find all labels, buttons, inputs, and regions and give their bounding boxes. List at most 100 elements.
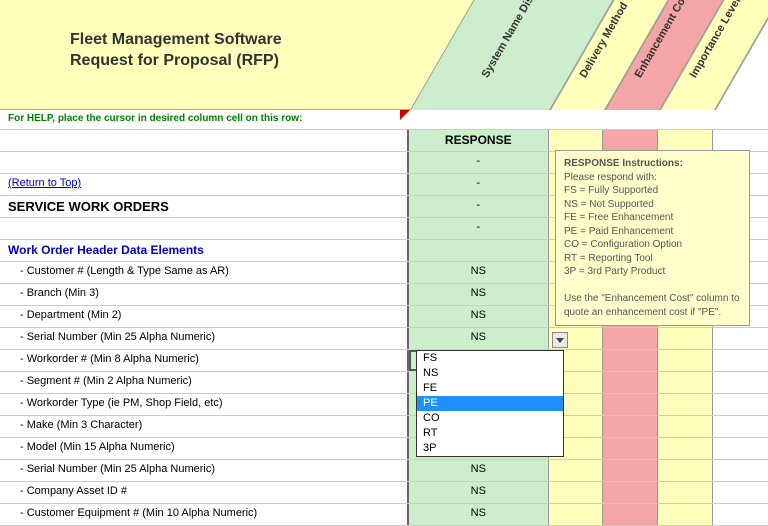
extra-cell[interactable] bbox=[713, 372, 768, 393]
cost-cell[interactable] bbox=[603, 350, 658, 371]
dropdown-button[interactable] bbox=[552, 332, 568, 348]
response-cell[interactable]: NS bbox=[409, 482, 549, 503]
header-cell-desc bbox=[0, 130, 409, 151]
importance-cell[interactable] bbox=[658, 328, 713, 349]
row-label: - Customer Equipment # (Min 10 Alpha Num… bbox=[0, 504, 409, 525]
row-label: - Department (Min 2) bbox=[0, 306, 409, 327]
help-row: For HELP, place the cursor in desired co… bbox=[0, 110, 768, 130]
table-row: - Company Asset ID #NS bbox=[0, 482, 768, 504]
row-label: - Company Asset ID # bbox=[0, 482, 409, 503]
table-row: - Workorder Type (ie PM, Shop Field, etc… bbox=[0, 394, 768, 416]
row-label: - Workorder Type (ie PM, Shop Field, etc… bbox=[0, 394, 409, 415]
extra-cell[interactable] bbox=[713, 482, 768, 503]
response-cell[interactable]: NS bbox=[409, 460, 549, 481]
table-row: - Workorder # (Min 8 Alpha Numeric)NS bbox=[0, 350, 768, 372]
tooltip-line: RT = Reporting Tool bbox=[564, 252, 741, 266]
importance-cell[interactable] bbox=[658, 350, 713, 371]
row-label: - Branch (Min 3) bbox=[0, 284, 409, 305]
cost-cell[interactable] bbox=[603, 482, 658, 503]
table-row: - Model (Min 15 Alpha Numeric)NS bbox=[0, 438, 768, 460]
return-to-top-link[interactable]: (Return to Top) bbox=[8, 177, 81, 189]
row-label: - Serial Number (Min 25 Alpha Numeric) bbox=[0, 328, 409, 349]
page-title: Fleet Management Software Request for Pr… bbox=[70, 30, 282, 72]
table-row: - Make (Min 3 Character) bbox=[0, 416, 768, 438]
importance-cell[interactable] bbox=[658, 372, 713, 393]
cost-cell[interactable] bbox=[603, 460, 658, 481]
dropdown-option[interactable]: CO bbox=[417, 411, 563, 426]
extra-cell[interactable] bbox=[713, 416, 768, 437]
tooltip-line: FS = Fully Supported bbox=[564, 184, 741, 198]
delivery-cell[interactable] bbox=[549, 504, 604, 525]
row-label: - Make (Min 3 Character) bbox=[0, 416, 409, 437]
delivery-cell[interactable] bbox=[549, 482, 604, 503]
title-line1: Fleet Management Software bbox=[70, 30, 282, 51]
header-cell-cost bbox=[603, 130, 658, 151]
header-cell-importance bbox=[658, 130, 713, 151]
row-label: - Workorder # (Min 8 Alpha Numeric) bbox=[0, 350, 409, 371]
tooltip-line bbox=[564, 279, 741, 293]
header-region: Fleet Management Software Request for Pr… bbox=[0, 0, 768, 110]
help-text: For HELP, place the cursor in desired co… bbox=[8, 113, 302, 124]
extra-cell[interactable] bbox=[713, 350, 768, 371]
tooltip-title: RESPONSE Instructions: bbox=[564, 157, 741, 171]
tooltip-line: Please respond with: bbox=[564, 171, 741, 185]
response-cell[interactable]: - bbox=[409, 152, 549, 173]
delivery-cell[interactable] bbox=[549, 460, 604, 481]
tooltip-line: CO = Configuration Option bbox=[564, 238, 741, 252]
response-cell[interactable]: NS bbox=[409, 306, 549, 327]
header-cell-extra bbox=[713, 130, 768, 151]
row-label: - Serial Number (Min 25 Alpha Numeric) bbox=[0, 460, 409, 481]
table-row: - Customer Equipment # (Min 10 Alpha Num… bbox=[0, 504, 768, 526]
extra-cell[interactable] bbox=[713, 394, 768, 415]
importance-cell[interactable] bbox=[658, 482, 713, 503]
row-label: - Segment # (Min 2 Alpha Numeric) bbox=[0, 372, 409, 393]
cost-cell[interactable] bbox=[603, 438, 658, 459]
extra-cell[interactable] bbox=[713, 328, 768, 349]
response-cell[interactable]: - bbox=[409, 174, 549, 195]
table-row: - Segment # (Min 2 Alpha Numeric) bbox=[0, 372, 768, 394]
response-cell[interactable]: NS bbox=[409, 504, 549, 525]
header-cell-response: RESPONSE bbox=[409, 130, 549, 151]
subsection-title: Work Order Header Data Elements bbox=[8, 243, 204, 257]
dropdown-option[interactable]: FE bbox=[417, 381, 563, 396]
extra-cell[interactable] bbox=[713, 504, 768, 525]
cost-cell[interactable] bbox=[603, 328, 658, 349]
section-title: SERVICE WORK ORDERS bbox=[8, 199, 169, 214]
cost-cell[interactable] bbox=[603, 372, 658, 393]
tooltip-line: 3P = 3rd Party Product bbox=[564, 265, 741, 279]
extra-cell[interactable] bbox=[713, 460, 768, 481]
cost-cell[interactable] bbox=[603, 394, 658, 415]
importance-cell[interactable] bbox=[658, 394, 713, 415]
row-label: - Customer # (Length & Type Same as AR) bbox=[0, 262, 409, 283]
response-cell[interactable]: NS bbox=[409, 262, 549, 283]
response-cell[interactable]: NS bbox=[409, 328, 549, 349]
dropdown-option[interactable]: FS bbox=[417, 351, 563, 366]
response-cell[interactable]: - bbox=[409, 196, 549, 217]
extra-cell[interactable] bbox=[713, 438, 768, 459]
response-cell[interactable]: - bbox=[409, 218, 549, 239]
table-row: - Serial Number (Min 25 Alpha Numeric)NS bbox=[0, 460, 768, 482]
importance-cell[interactable] bbox=[658, 438, 713, 459]
tooltip-line: PE = Paid Enhancement bbox=[564, 225, 741, 239]
dropdown-option[interactable]: NS bbox=[417, 366, 563, 381]
dropdown-option[interactable]: PE bbox=[417, 396, 563, 411]
response-cell[interactable]: NS bbox=[409, 284, 549, 305]
tooltip-line: FE = Free Enhancement bbox=[564, 211, 741, 225]
row-label: - Model (Min 15 Alpha Numeric) bbox=[0, 438, 409, 459]
tooltip-line: Use the "Enhancement Cost" column to quo… bbox=[564, 292, 741, 319]
header-cell-delivery bbox=[549, 130, 604, 151]
dropdown-option[interactable]: 3P bbox=[417, 441, 563, 456]
header-row: RESPONSE bbox=[0, 130, 768, 152]
title-line2: Request for Proposal (RFP) bbox=[70, 51, 282, 72]
table-row: - Serial Number (Min 25 Alpha Numeric)NS bbox=[0, 328, 768, 350]
importance-cell[interactable] bbox=[658, 504, 713, 525]
importance-cell[interactable] bbox=[658, 416, 713, 437]
dropdown-option[interactable]: RT bbox=[417, 426, 563, 441]
dropdown-list[interactable]: FSNSFEPECORT3P bbox=[416, 350, 564, 457]
response-cell[interactable] bbox=[409, 240, 549, 261]
cost-cell[interactable] bbox=[603, 504, 658, 525]
column-headers: System Name DisplayDelivery MethodEnhanc… bbox=[410, 0, 768, 110]
cost-cell[interactable] bbox=[603, 416, 658, 437]
importance-cell[interactable] bbox=[658, 460, 713, 481]
tooltip-line: NS = Not Supported bbox=[564, 198, 741, 212]
